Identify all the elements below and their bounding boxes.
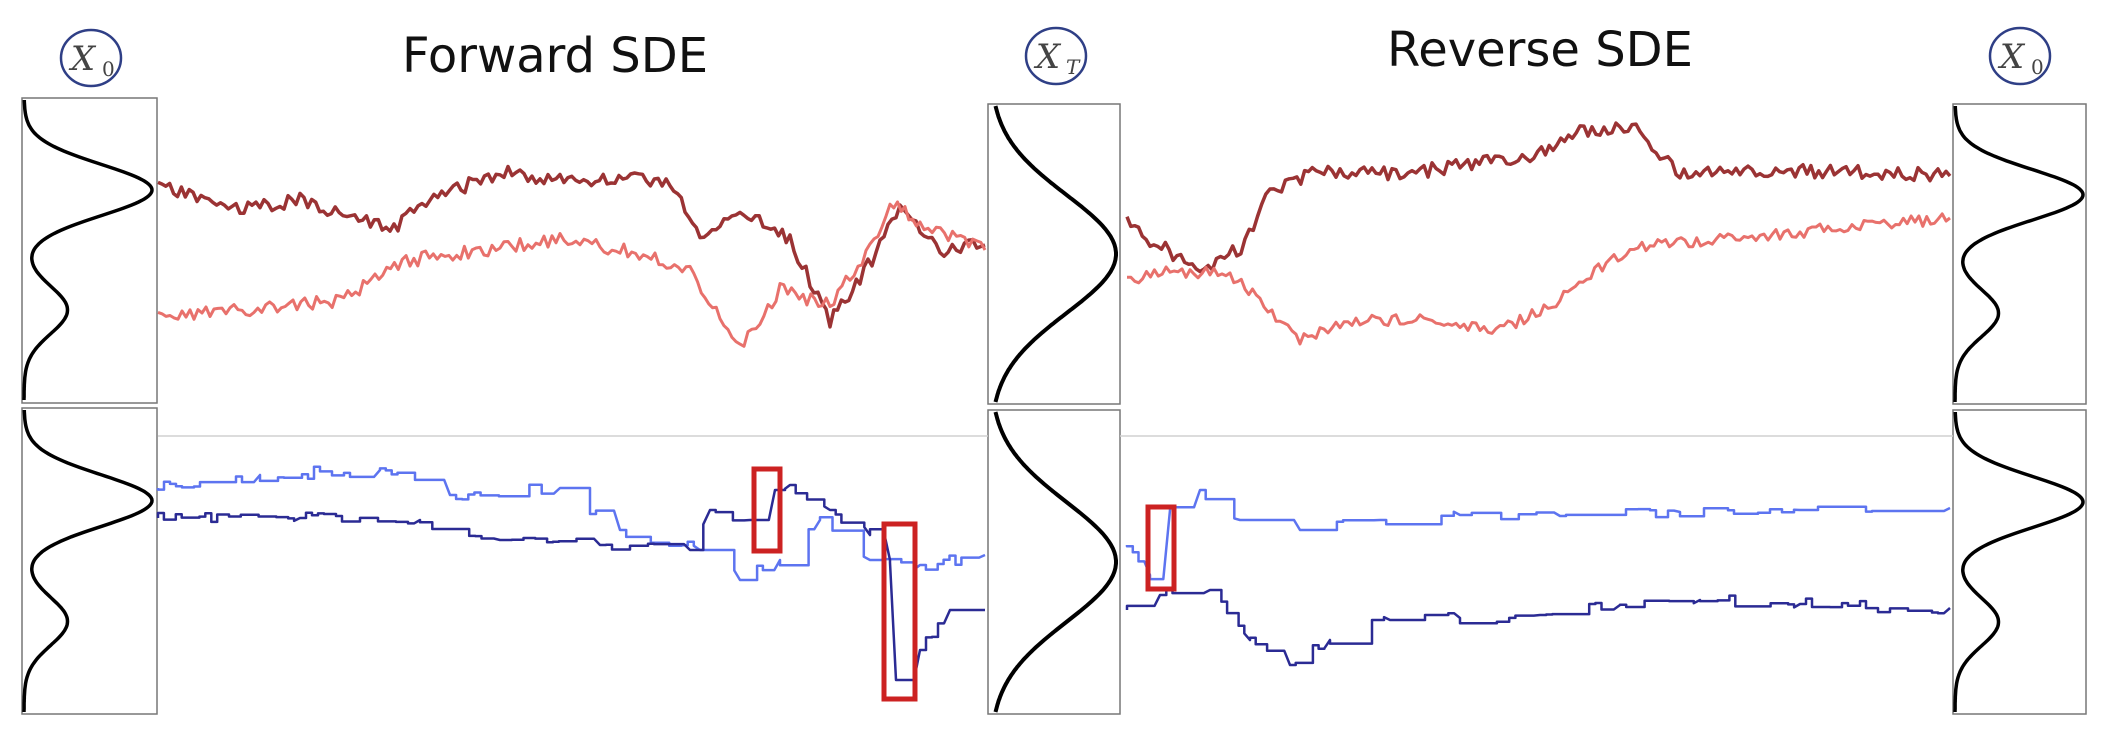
density-panel-left-bottom — [21, 407, 158, 715]
reverse-trajectory-blue-light — [1125, 488, 1951, 581]
forward-trajectory-red-dark — [157, 164, 986, 329]
jump-highlight-box — [751, 466, 783, 554]
x0-left-badge: X 0 — [59, 28, 123, 88]
reverse-trajectory-blue-dark — [1125, 588, 1951, 667]
reverse-trajectory-red-light — [1126, 212, 1951, 346]
density-panel-middle-bottom — [987, 409, 1121, 715]
forward-trajectory-blue-dark — [156, 483, 985, 682]
density-panel-left-top — [21, 97, 158, 404]
density-panel-right-bottom — [1952, 409, 2087, 715]
x0-right-label: 0 — [2031, 55, 2044, 79]
bimodal-density-curve — [1953, 412, 2085, 712]
gaussian-density-curve — [993, 411, 1118, 713]
density-panel-middle-top — [987, 103, 1121, 405]
xT-middle-label: T — [1066, 55, 1081, 79]
forward-trajectory-blue-light — [156, 465, 986, 582]
forward-sde-title: Forward SDE — [402, 28, 708, 84]
svg-text:X: X — [1033, 37, 1062, 77]
reverse-trajectory-red-dark — [1125, 121, 1952, 274]
bimodal-density-curve — [22, 100, 154, 400]
bimodal-density-curve — [22, 410, 154, 712]
density-panel-right-top — [1952, 103, 2087, 405]
x0-right-badge: X 0 — [1988, 26, 2052, 86]
xT-middle-badge: X T — [1024, 26, 1088, 86]
gaussian-density-curve — [993, 105, 1118, 403]
reverse-sde-title: Reverse SDE — [1387, 22, 1693, 78]
jump-highlight-box — [1145, 504, 1177, 592]
bimodal-density-curve — [1953, 106, 2085, 402]
jump-highlight-box — [881, 521, 918, 702]
svg-text:X: X — [1997, 37, 2026, 77]
forward-trajectory-red-light — [157, 200, 987, 348]
x0-left-label: 0 — [102, 57, 115, 81]
svg-text:X: X — [68, 39, 97, 79]
